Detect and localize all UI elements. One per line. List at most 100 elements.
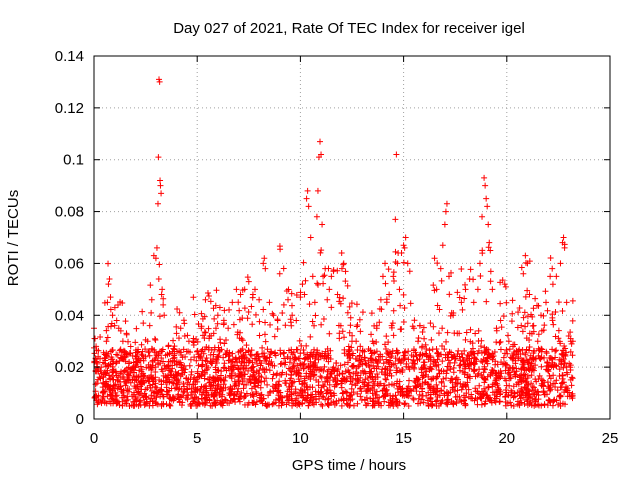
data-point	[196, 373, 203, 380]
data-point	[214, 353, 221, 360]
data-point	[267, 350, 274, 357]
data-point	[347, 314, 354, 321]
data-point	[517, 351, 524, 358]
data-point-peak	[262, 265, 269, 272]
data-point	[127, 369, 134, 376]
data-point	[215, 344, 222, 351]
data-point	[307, 358, 314, 365]
data-point	[135, 373, 142, 380]
data-point	[194, 338, 201, 345]
data-point-peak	[423, 345, 430, 352]
data-point-peak	[104, 299, 111, 306]
data-point	[383, 376, 390, 383]
y-tick-label: 0.04	[55, 307, 84, 324]
data-point	[300, 394, 307, 401]
data-point	[129, 393, 136, 400]
data-point-peak	[229, 299, 236, 306]
data-point	[226, 386, 233, 393]
data-point-peak	[161, 312, 168, 319]
data-point	[137, 363, 144, 370]
data-point	[135, 402, 142, 409]
data-point	[320, 280, 327, 287]
data-point	[307, 333, 314, 340]
data-point	[387, 392, 394, 399]
data-point	[97, 375, 104, 382]
data-point	[315, 391, 322, 398]
data-point-peak	[563, 299, 570, 306]
data-point	[206, 379, 213, 386]
x-axis-label: GPS time / hours	[292, 457, 406, 474]
data-point	[101, 299, 108, 306]
data-point	[103, 352, 110, 359]
data-point-peak	[328, 273, 335, 280]
data-point	[420, 359, 427, 366]
data-point-peak	[439, 242, 446, 249]
data-point	[312, 312, 319, 319]
data-point-peak	[569, 338, 576, 345]
data-point	[288, 383, 295, 390]
data-point	[373, 338, 380, 345]
data-point	[552, 384, 559, 391]
data-point	[427, 395, 434, 402]
data-point	[220, 364, 227, 371]
data-point	[198, 395, 205, 402]
data-point	[239, 355, 246, 362]
data-point	[263, 402, 270, 409]
data-point	[523, 346, 530, 353]
data-point	[569, 297, 576, 304]
data-point	[461, 295, 468, 302]
data-point	[220, 376, 227, 383]
data-point-peak	[144, 338, 151, 345]
data-point	[364, 400, 371, 407]
data-point	[446, 291, 453, 298]
data-point	[321, 363, 328, 370]
data-point-peak	[210, 330, 217, 337]
data-point	[522, 323, 529, 330]
data-point	[528, 380, 535, 387]
data-point	[555, 299, 562, 306]
data-point	[251, 379, 258, 386]
data-point	[261, 331, 268, 338]
data-point	[170, 373, 177, 380]
data-point	[346, 329, 353, 336]
data-point	[153, 400, 160, 407]
data-point	[479, 250, 486, 257]
data-point	[462, 336, 469, 343]
data-point	[457, 380, 464, 387]
data-point	[178, 402, 185, 409]
y-axis-label: ROTI / TECUs	[5, 190, 22, 286]
data-point-peak	[251, 286, 258, 293]
data-point	[458, 266, 465, 273]
data-point	[343, 395, 350, 402]
data-point	[542, 288, 549, 295]
data-point-peak	[322, 265, 329, 272]
data-point	[348, 300, 355, 307]
data-point	[521, 383, 528, 390]
data-point	[114, 378, 121, 385]
data-point	[393, 369, 400, 376]
data-point	[234, 388, 241, 395]
data-point	[194, 378, 201, 385]
data-point	[113, 400, 120, 407]
data-point	[115, 302, 122, 309]
data-point-peak	[401, 244, 408, 251]
data-point	[123, 397, 130, 404]
data-point	[430, 323, 437, 330]
data-point	[269, 362, 276, 369]
data-point-peak	[106, 275, 113, 282]
data-point	[245, 367, 252, 374]
data-point	[174, 306, 181, 313]
data-point	[216, 390, 223, 397]
data-point	[191, 398, 198, 405]
data-point	[545, 396, 552, 403]
data-point	[344, 359, 351, 366]
data-point	[517, 395, 524, 402]
data-point	[341, 346, 348, 353]
data-point	[497, 374, 504, 381]
data-point	[350, 370, 357, 377]
data-point-peak	[319, 221, 326, 228]
data-point	[381, 382, 388, 389]
data-point	[336, 330, 343, 337]
data-point	[155, 361, 162, 368]
